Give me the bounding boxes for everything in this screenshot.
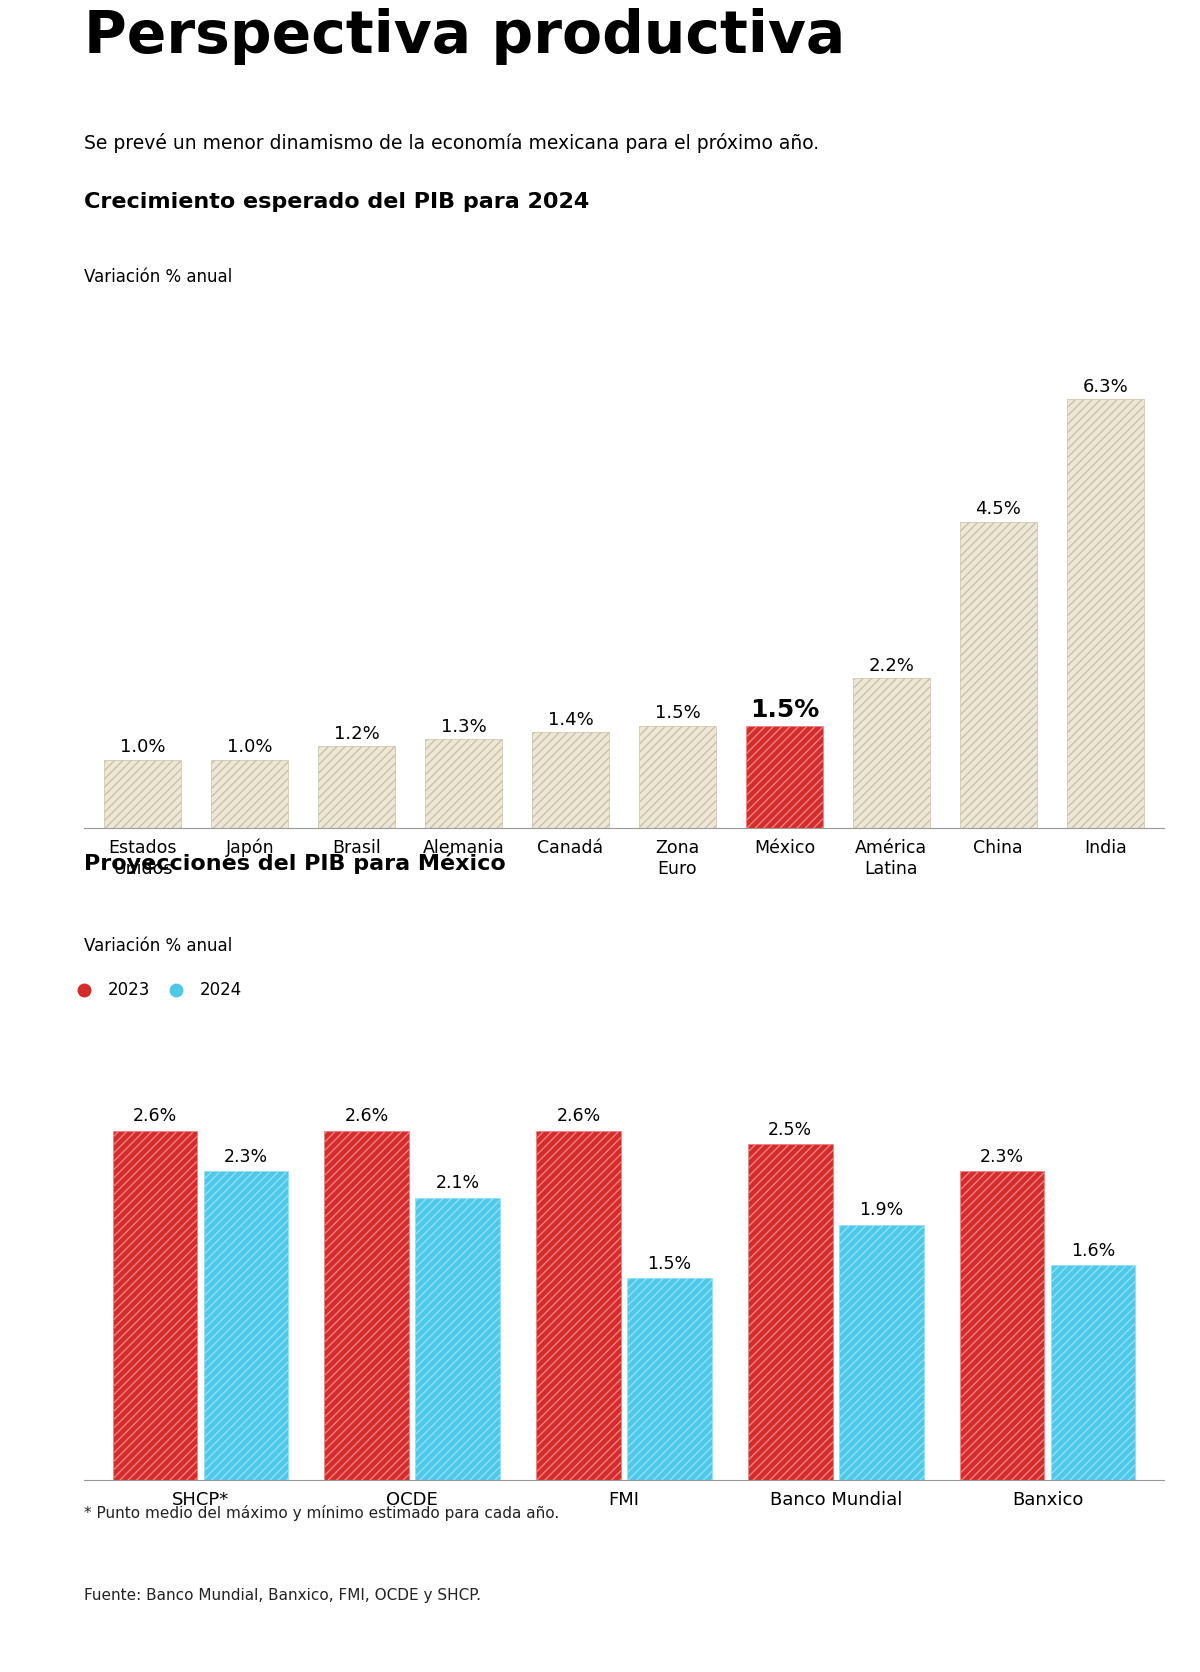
Bar <box>748 1144 833 1480</box>
Text: 1.0%: 1.0% <box>227 739 272 756</box>
Bar <box>960 522 1037 828</box>
Text: 1.3%: 1.3% <box>440 717 486 736</box>
Text: 2.3%: 2.3% <box>224 1147 268 1165</box>
Text: 1.2%: 1.2% <box>334 724 379 742</box>
Bar <box>536 1130 620 1480</box>
Bar <box>960 1170 1044 1480</box>
Text: Variación % anual: Variación % anual <box>84 268 233 286</box>
Bar <box>318 746 395 828</box>
Bar <box>853 679 930 828</box>
Text: 2.1%: 2.1% <box>436 1174 480 1192</box>
Text: 1.4%: 1.4% <box>547 711 594 729</box>
Text: Crecimiento esperado del PIB para 2024: Crecimiento esperado del PIB para 2024 <box>84 192 589 212</box>
Text: 2.5%: 2.5% <box>768 1120 812 1139</box>
Bar <box>104 759 181 828</box>
Text: 2.6%: 2.6% <box>344 1107 389 1125</box>
Text: 1.6%: 1.6% <box>1070 1242 1115 1259</box>
Bar <box>628 1279 712 1480</box>
Text: Se prevé un menor dinamismo de la economía mexicana para el próximo año.: Se prevé un menor dinamismo de la econom… <box>84 134 820 154</box>
Bar <box>425 739 502 828</box>
Text: 4.5%: 4.5% <box>976 500 1021 518</box>
Text: 2.2%: 2.2% <box>869 657 914 674</box>
Text: 2023: 2023 <box>108 981 150 998</box>
Text: 1.0%: 1.0% <box>120 739 166 756</box>
Text: 2.3%: 2.3% <box>980 1147 1024 1165</box>
Bar <box>839 1224 924 1480</box>
Text: 6.3%: 6.3% <box>1082 378 1128 396</box>
Bar <box>211 759 288 828</box>
Bar <box>532 732 610 828</box>
Bar <box>113 1130 197 1480</box>
Text: Proyecciones del PIB para México: Proyecciones del PIB para México <box>84 853 505 874</box>
Text: 2024: 2024 <box>199 981 242 998</box>
Text: Perspectiva productiva: Perspectiva productiva <box>84 8 845 65</box>
Text: 1.5%: 1.5% <box>648 1256 691 1272</box>
Text: 2.6%: 2.6% <box>557 1107 600 1125</box>
Bar <box>415 1197 500 1480</box>
Bar <box>746 726 823 828</box>
Text: * Punto medio del máximo y mínimo estimado para cada año.: * Punto medio del máximo y mínimo estima… <box>84 1505 559 1522</box>
Bar <box>1051 1266 1135 1480</box>
Text: 2.6%: 2.6% <box>133 1107 178 1125</box>
Text: 1.5%: 1.5% <box>654 704 701 722</box>
Text: 1.5%: 1.5% <box>750 699 820 722</box>
Text: 1.9%: 1.9% <box>859 1200 904 1219</box>
Bar <box>638 726 716 828</box>
Text: Variación % anual: Variación % anual <box>84 936 233 955</box>
Bar <box>204 1170 288 1480</box>
Text: Fuente: Banco Mundial, Banxico, FMI, OCDE y SHCP.: Fuente: Banco Mundial, Banxico, FMI, OCD… <box>84 1588 481 1602</box>
Bar <box>324 1130 409 1480</box>
Bar <box>1067 400 1144 828</box>
